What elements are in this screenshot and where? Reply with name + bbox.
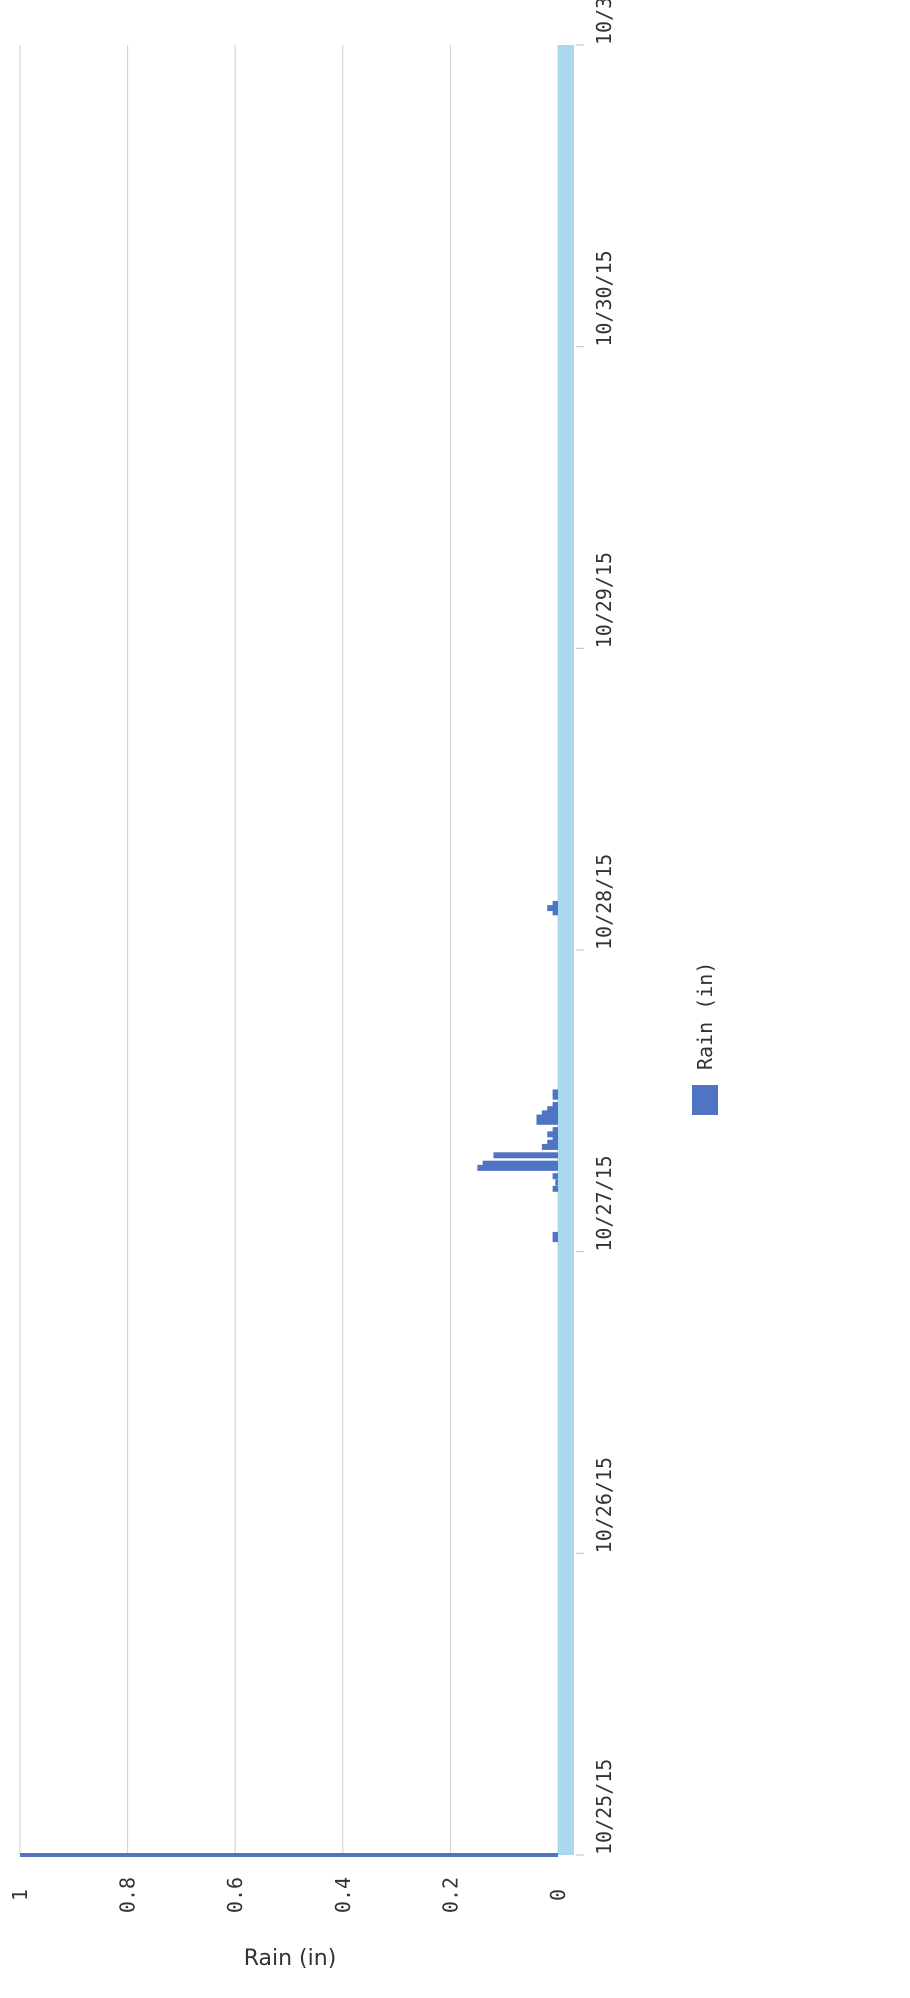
rain-bar-14 (536, 1118, 558, 1125)
rain-bar-16 (541, 1110, 558, 1117)
rain-bar-19 (552, 1093, 558, 1100)
x-tick-label-0: 10/25/15 (592, 1759, 616, 1855)
x-tick-label-4: 10/29/15 (592, 552, 616, 648)
rain-bar-2 (552, 1231, 558, 1238)
rain-bar-8 (493, 1152, 558, 1159)
legend: Rain (in) (692, 962, 718, 1115)
rain-bar-22 (547, 905, 558, 912)
y-tick-label-5: 1 (8, 1889, 32, 1901)
rain-bar-21 (552, 909, 558, 916)
rain-bar-10 (547, 1139, 558, 1146)
rain-bar-6 (477, 1164, 558, 1171)
rain-bar-23 (552, 900, 558, 907)
y-tick-label-0: 0 (546, 1889, 570, 1901)
baseline-band (558, 45, 574, 1855)
y-tick-label-1: 0.2 (438, 1877, 462, 1913)
rain-bar-17 (547, 1106, 558, 1113)
rain-bar-18 (552, 1102, 558, 1109)
rain-series-marks (20, 900, 558, 1857)
x-tick-label-2: 10/27/15 (592, 1155, 616, 1251)
y-tick-label-3: 0.6 (223, 1877, 247, 1913)
legend-label-rain: Rain (in) (693, 962, 717, 1070)
rain-bar-1 (552, 1236, 558, 1243)
x-tick-label-1: 10/26/15 (592, 1457, 616, 1553)
rain-bar-12 (547, 1131, 558, 1138)
rain-bar-11 (552, 1135, 558, 1142)
x-tick-label-5: 10/30/15 (592, 250, 616, 346)
rain-bar-7 (482, 1160, 558, 1167)
legend-swatch-rain (692, 1085, 718, 1115)
grid-lines (19, 45, 559, 1855)
y-tick-label-2: 0.4 (331, 1877, 355, 1913)
rain-bar-0 (20, 1853, 558, 1857)
x-axis-tick-labels: 10/25/15 10/26/15 10/27/15 10/28/15 10/29/15… (576, 0, 616, 1856)
rain-bar-5 (552, 1173, 558, 1180)
y-axis-tick-labels: 0 0.2 0.4 0.6 0.8 1 (8, 1877, 570, 1913)
y-axis-label: Rain (in) (244, 1946, 337, 1971)
rain-bar-4 (555, 1179, 558, 1186)
x-tick-label-3: 10/28/15 (592, 854, 616, 950)
rain-bar-9 (541, 1143, 558, 1150)
rain-bar-20 (552, 1089, 558, 1096)
rain-bar-13 (552, 1127, 558, 1134)
x-tick-label-6: 10/31/15 (592, 0, 616, 45)
y-tick-label-4: 0.8 (116, 1877, 140, 1913)
rain-bar-3 (552, 1185, 558, 1192)
rain-bar-15 (536, 1114, 558, 1121)
